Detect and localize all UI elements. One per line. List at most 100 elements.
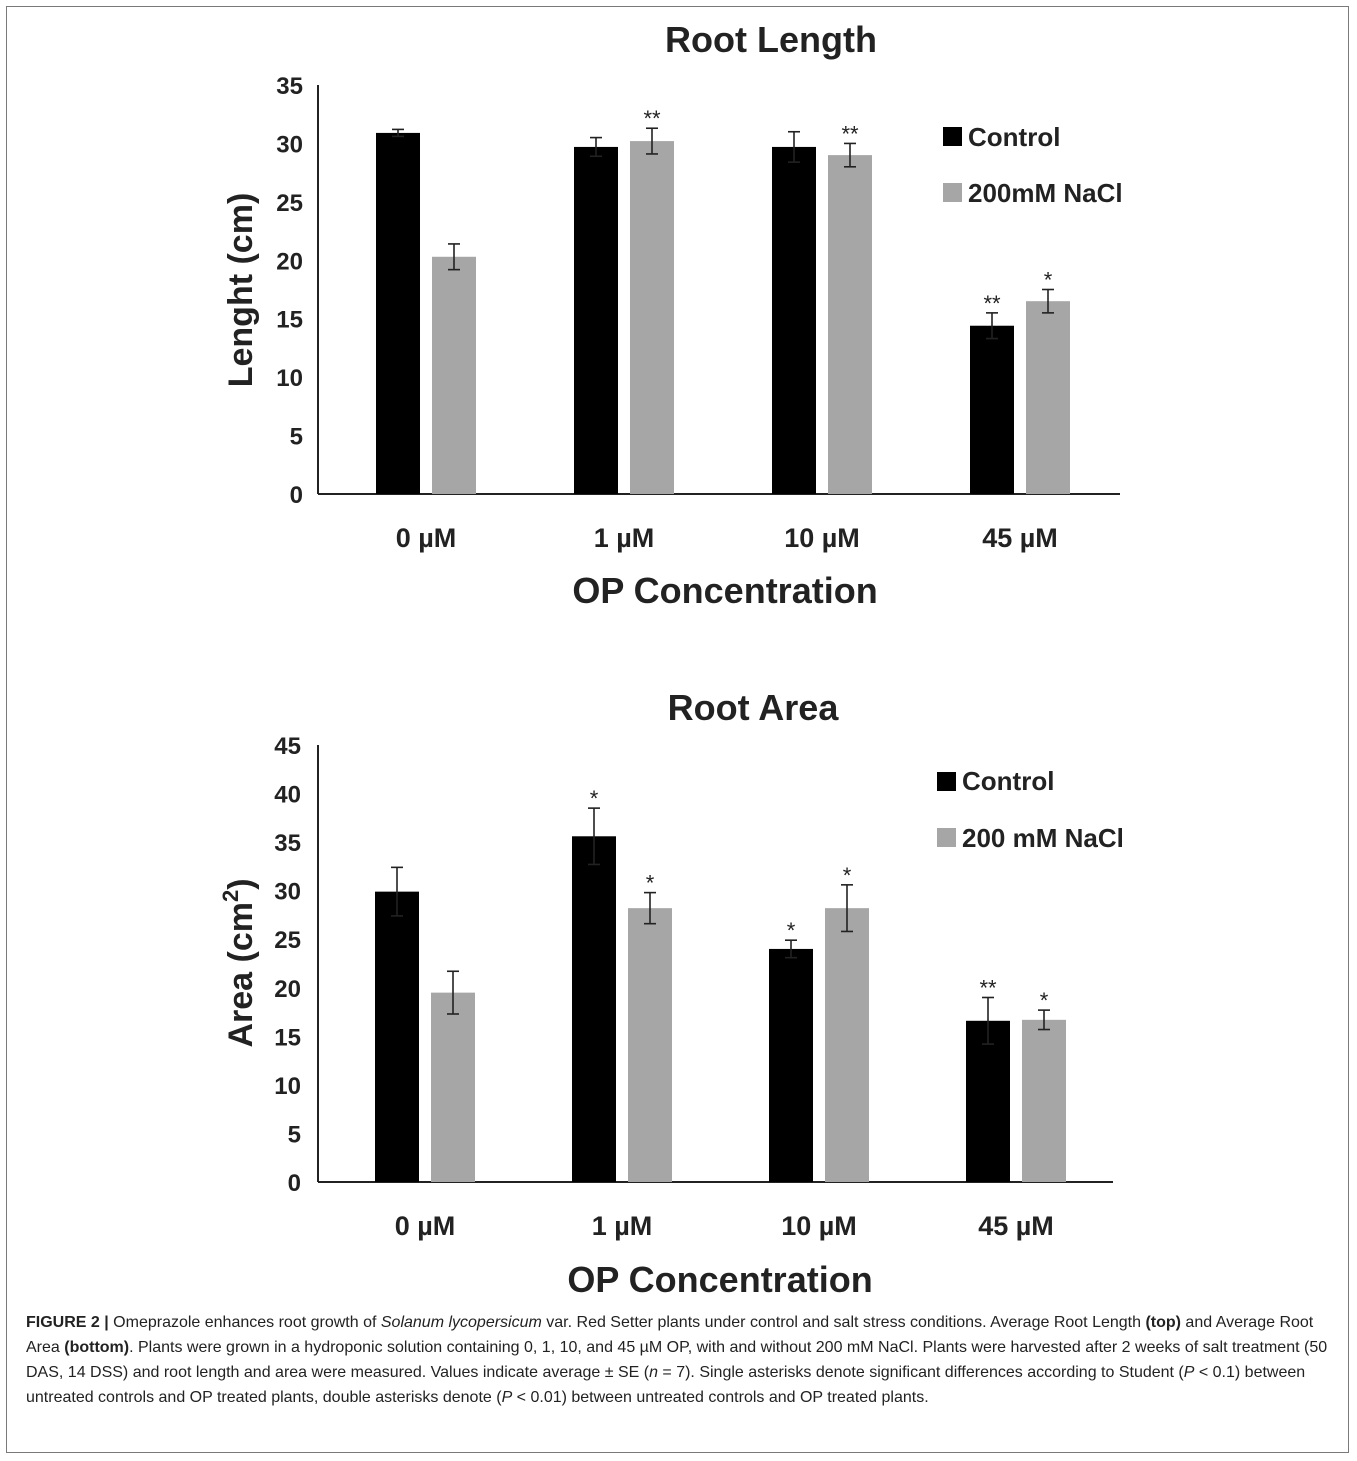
- chart-title: Root Area: [668, 687, 840, 728]
- y-tick-label: 25: [276, 190, 303, 217]
- x-axis-ticks: 0 µM 1 µM 10 µM 45 µM: [396, 523, 1058, 553]
- error-bar: [1042, 288, 1054, 314]
- bar-control: [769, 948, 813, 1182]
- bar-nacl: [825, 908, 869, 1182]
- significance-marker: **: [983, 291, 1001, 316]
- y-axis-ticks: 0 5 10 15 20 25 30 35 40 45: [274, 733, 301, 1197]
- y-axis-label: Lenght (cm): [222, 193, 260, 388]
- bar-nacl: [828, 155, 872, 494]
- caption-segment: and Average Root Area: [26, 1314, 1314, 1356]
- bar-nacl: [431, 992, 475, 1182]
- x-tick-label: 1 µM: [594, 523, 655, 553]
- error-bar: [1038, 1009, 1050, 1031]
- caption-segment: n: [649, 1364, 658, 1381]
- y-tick-label: 30: [276, 131, 303, 158]
- y-tick-label: 5: [290, 424, 303, 451]
- bar-control: [970, 325, 1014, 494]
- x-axis-label: OP Concentration: [567, 1259, 872, 1300]
- y-tick-label: 20: [276, 248, 303, 275]
- y-tick-label: 10: [276, 365, 303, 392]
- error-bar: [982, 996, 994, 1045]
- bar-group: *******: [376, 106, 1070, 495]
- y-tick-label: 40: [274, 782, 301, 809]
- y-tick-label: 15: [276, 307, 303, 334]
- legend-swatch-control: [937, 772, 956, 791]
- significance-marker: *: [787, 918, 796, 943]
- y-tick-label: 5: [288, 1121, 301, 1148]
- caption-segment: P: [1183, 1364, 1195, 1381]
- x-tick-label: 10 µM: [784, 523, 860, 553]
- figure-caption: FIGURE 2 | Omeprazole enhances root grow…: [26, 1310, 1331, 1410]
- caption-segment: = 7). Single asterisks denote significan…: [657, 1364, 1184, 1381]
- y-axis-label-sup: 2: [218, 890, 243, 902]
- bar-nacl: [1022, 1019, 1066, 1182]
- caption-segment: (bottom): [64, 1339, 130, 1356]
- error-bar: [785, 939, 797, 959]
- significance-marker: *: [1040, 988, 1049, 1013]
- figure-frame: [6, 6, 1349, 1453]
- bar-nacl: [630, 141, 674, 494]
- bar-control: [376, 132, 420, 494]
- y-axis-label: Area (cm2): [218, 878, 260, 1047]
- x-tick-label: 45 µM: [978, 1211, 1054, 1241]
- error-bar: [391, 866, 403, 917]
- y-axis-label-end: ): [222, 878, 260, 889]
- error-bar: [447, 970, 459, 1015]
- y-tick-label: 15: [274, 1024, 301, 1051]
- significance-marker: *: [646, 871, 655, 896]
- x-axis-label: OP Concentration: [572, 570, 877, 611]
- caption-segment: P: [501, 1389, 513, 1406]
- y-tick-label: 30: [274, 879, 301, 906]
- error-bar: [590, 136, 602, 158]
- bar-control: [772, 146, 816, 495]
- significance-marker: *: [843, 863, 852, 888]
- legend-label-nacl: 200 mM NaCl: [962, 823, 1124, 853]
- significance-marker: **: [643, 106, 661, 131]
- caption-segment: (top): [1145, 1314, 1181, 1331]
- y-tick-label: 20: [274, 976, 301, 1003]
- legend-label-control: Control: [968, 122, 1060, 152]
- bar-control: [572, 836, 616, 1182]
- legend: Control 200mM NaCl: [943, 122, 1123, 208]
- error-bar: [986, 312, 998, 340]
- y-tick-label: 10: [274, 1073, 301, 1100]
- y-tick-label: 35: [274, 830, 301, 857]
- caption-segment: Solanum lycopersicum: [380, 1314, 542, 1331]
- legend-swatch-nacl: [943, 183, 962, 202]
- y-tick-label: 0: [288, 1170, 301, 1197]
- significance-marker: *: [1044, 268, 1053, 293]
- bar-nacl: [628, 908, 672, 1182]
- chart-title: Root Length: [665, 19, 877, 60]
- caption-lead: FIGURE 2 |: [26, 1314, 109, 1331]
- legend-swatch-nacl: [937, 828, 956, 847]
- error-bar: [788, 130, 800, 163]
- x-tick-label: 1 µM: [592, 1211, 653, 1241]
- error-bar: [588, 807, 600, 866]
- error-bar: [448, 243, 460, 271]
- legend-label-nacl: 200mM NaCl: [968, 178, 1123, 208]
- significance-marker: **: [979, 975, 997, 1000]
- y-tick-label: 0: [290, 482, 303, 509]
- significance-marker: **: [841, 121, 859, 146]
- legend-label-control: Control: [962, 766, 1054, 796]
- error-bar: [844, 142, 856, 168]
- y-axis-label-main: Area (cm: [222, 902, 260, 1048]
- y-tick-label: 25: [274, 927, 301, 954]
- x-axis-ticks: 0 µM 1 µM 10 µM 45 µM: [395, 1211, 1054, 1241]
- error-bar: [644, 891, 656, 925]
- legend-swatch-control: [943, 127, 962, 146]
- bar-nacl: [432, 256, 476, 494]
- caption-segment: < 0.1) between untreated controls and OP…: [26, 1364, 1306, 1406]
- bar-control: [966, 1020, 1010, 1182]
- bar-group: *******: [375, 786, 1066, 1182]
- bar-control: [375, 891, 419, 1182]
- error-bar: [392, 128, 404, 138]
- caption-segment: Omeprazole enhances root growth of: [108, 1314, 381, 1331]
- bar-control: [574, 146, 618, 495]
- error-bar: [646, 127, 658, 155]
- y-tick-label: 45: [274, 733, 301, 760]
- caption-segment: var. Red Setter plants under control and…: [541, 1314, 1146, 1331]
- x-tick-label: 45 µM: [982, 523, 1058, 553]
